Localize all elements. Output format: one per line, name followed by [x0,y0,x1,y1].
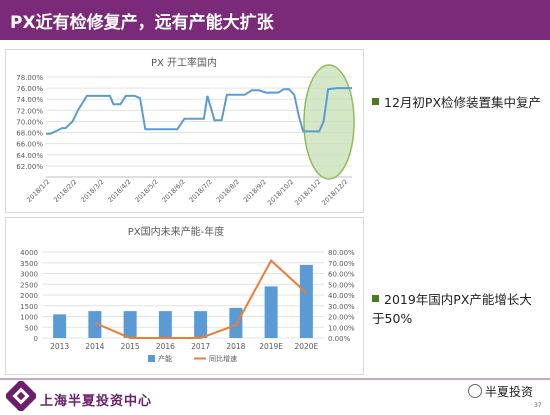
right-tick-label: 60.00% [328,271,355,279]
footer-divider [0,378,550,380]
x-tick-label: 2015 [121,342,140,351]
bar [229,307,243,338]
x-tick-label: 2018/9/2 [242,178,268,204]
company-logo-icon [4,379,38,413]
capacity-chart: PX国内未来产能-年度 0 500 1000 1500 2000 2500 3000 3500 4… [5,217,364,375]
x-tick-label: 2018/12/2 [320,178,349,207]
left-tick-label: 0 [34,335,38,343]
left-tick-label: 1000 [20,314,38,322]
bar [299,264,313,338]
x-tick-label: 2018/3/2 [79,178,105,204]
bar [88,311,102,338]
x-tick-label: 2014 [85,342,104,351]
left-tick-label: 2000 [20,292,38,300]
y-tick-label: 76.00% [16,85,43,93]
brand-name: 半夏投资 [485,385,534,399]
x-tick-label: 2018/11/2 [293,178,322,207]
y-tick-label: 70.00% [16,118,43,126]
bullet-square-icon [372,295,379,302]
y-tick-label: 62.00% [16,163,43,171]
slide-title: PX近有检修复产，远有产能大扩张 [10,13,274,33]
capacity-chart-svg: PX国内未来产能-年度 0 500 1000 1500 2000 2500 3000 3500 4… [20,225,355,363]
y-tick-label: 74.00% [16,96,43,104]
page-number: 37 [534,402,542,409]
brand-label: 半夏投资 [468,383,533,400]
x-tick-label: 2019E [259,342,283,351]
legend-label-growth: 同比增速 [209,354,237,363]
left-tick-label: 3000 [20,271,38,279]
left-tick-label: 4000 [20,249,38,257]
x-tick-label: 2018/6/2 [161,178,187,204]
bullet-1: 12月初PX检修装置集中复产 [372,93,544,112]
x-tick-label: 2017 [191,342,210,351]
legend-label-capacity: 产能 [158,354,172,363]
bullet-2: 2019年国内PX产能增长大于50% [372,290,544,328]
left-tick-label: 1500 [20,303,38,311]
bar [194,311,208,338]
right-tick-label: 50.00% [328,281,355,289]
bullet-square-icon [372,98,379,105]
left-tick-label: 2500 [20,281,38,289]
right-tick-label: 80.00% [328,249,355,257]
chart-title: PX国内未来产能-年度 [128,225,225,238]
bar [264,286,278,338]
x-tick-label: 2018/2/2 [52,178,78,204]
y-tick-label: 66.00% [16,141,43,149]
chart-title: PX 开工率国内 [151,56,217,69]
x-tick-label: 2016 [156,342,175,351]
y-tick-label: 72.00% [16,107,43,115]
bar [123,311,137,338]
wechat-icon [468,384,482,398]
growth-line [94,259,308,339]
bar [53,314,67,338]
x-tick-label: 2018/10/2 [266,178,295,207]
bullet-2-text: 2019年国内PX产能增长大于50% [372,292,532,326]
utilization-chart-svg: PX 开工率国内 62.00% 64.00% 66.00% 68.00% 70.00% 72… [16,56,355,207]
x-tick-label: 2018/4/2 [106,178,132,204]
right-tick-label: 10.00% [328,324,355,332]
series-line [46,87,352,135]
x-tick-label: 2020E [294,342,318,351]
y-tick-label: 68.00% [16,130,43,138]
bar [158,311,172,338]
x-tick-label: 2013 [50,342,69,351]
left-tick-label: 3500 [20,260,38,268]
right-tick-label: 30.00% [328,303,355,311]
right-tick-label: 0.00% [328,335,351,343]
y-tick-label: 78.00% [16,74,43,82]
legend-swatch-capacity [148,355,155,362]
title-bar: PX近有检修复产，远有产能大扩张 [0,0,550,40]
x-tick-label: 2018/5/2 [133,178,159,204]
x-tick-label: 2018 [226,342,245,351]
left-tick-label: 500 [25,324,38,332]
right-tick-label: 70.00% [328,260,355,268]
x-tick-label: 2018/1/2 [25,178,51,204]
company-name: 上海半夏投资中心 [40,394,153,409]
x-tick-label: 2018/7/2 [188,178,214,204]
highlight-ellipse [303,64,355,180]
bullet-1-text: 12月初PX检修装置集中复产 [384,95,542,110]
right-tick-label: 40.00% [328,292,355,300]
x-tick-label: 2018/8/2 [215,178,241,204]
utilization-chart: PX 开工率国内 62.00% 64.00% 66.00% 68.00% 70.00% 72… [5,49,364,213]
right-tick-label: 20.00% [328,314,355,322]
y-tick-label: 64.00% [16,152,43,160]
